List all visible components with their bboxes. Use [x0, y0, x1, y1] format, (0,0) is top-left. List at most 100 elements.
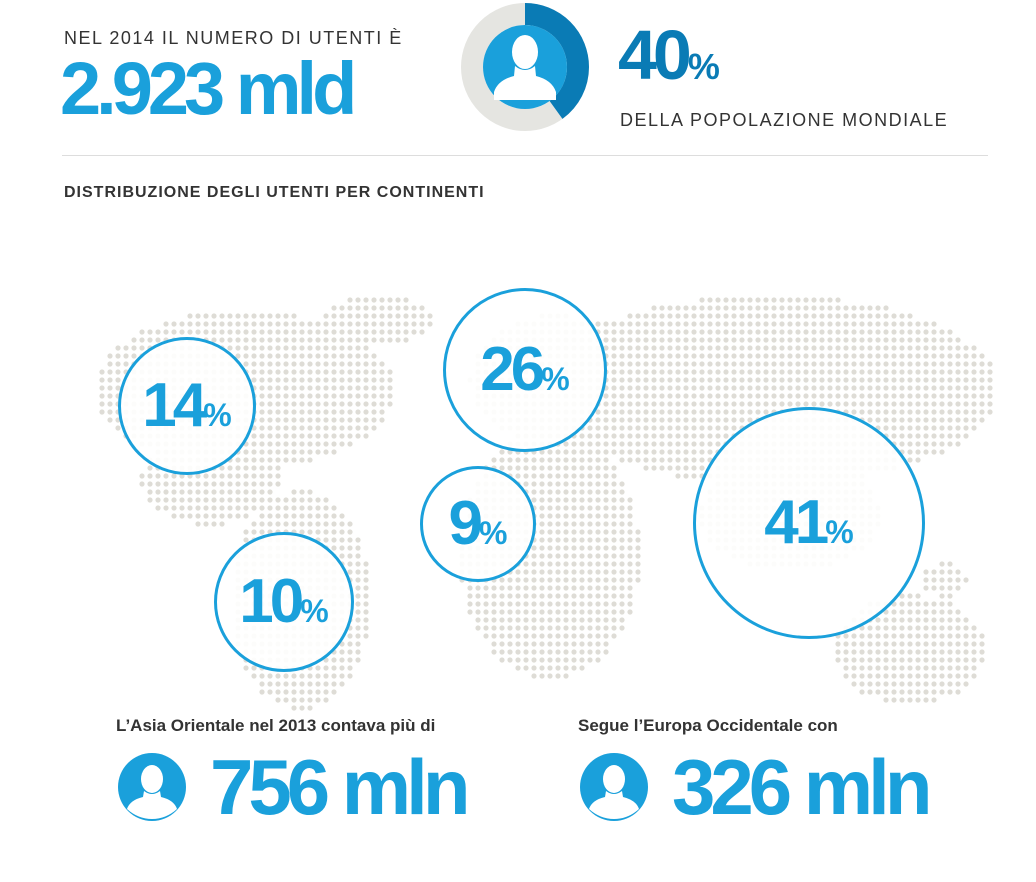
- map-dot: [187, 313, 193, 319]
- map-dot: [891, 673, 897, 679]
- map-dot: [355, 601, 361, 607]
- map-dot: [963, 617, 969, 623]
- map-dot: [275, 409, 281, 415]
- map-dot: [683, 305, 689, 311]
- map-dot: [259, 321, 265, 327]
- map-dot: [587, 641, 593, 647]
- map-dot: [387, 337, 393, 343]
- map-dot: [515, 473, 521, 479]
- map-dot: [731, 425, 737, 431]
- map-dot: [339, 649, 345, 655]
- map-dot: [379, 369, 385, 375]
- map-dot: [603, 617, 609, 623]
- map-dot: [659, 401, 665, 407]
- map-dot: [587, 649, 593, 655]
- map-dot: [179, 329, 185, 335]
- map-dot: [595, 625, 601, 631]
- map-dot: [635, 401, 641, 407]
- map-dot: [467, 585, 473, 591]
- map-dot: [491, 625, 497, 631]
- map-dot: [707, 401, 713, 407]
- map-dot: [419, 313, 425, 319]
- map-dot: [699, 417, 705, 423]
- map-dot: [315, 673, 321, 679]
- map-dot: [611, 609, 617, 615]
- map-dot: [907, 609, 913, 615]
- map-dot: [107, 393, 113, 399]
- map-dot: [875, 345, 881, 351]
- map-dot: [187, 497, 193, 503]
- map-dot: [579, 561, 585, 567]
- map-dot: [619, 561, 625, 567]
- map-dot: [627, 425, 633, 431]
- map-dot: [523, 585, 529, 591]
- map-dot: [563, 561, 569, 567]
- map-dot: [547, 513, 553, 519]
- map-dot: [899, 665, 905, 671]
- map-dot: [843, 393, 849, 399]
- map-dot: [331, 321, 337, 327]
- map-dot: [187, 321, 193, 327]
- map-dot: [739, 361, 745, 367]
- map-dot: [907, 625, 913, 631]
- map-dot: [667, 377, 673, 383]
- map-dot: [219, 473, 225, 479]
- map-dot: [147, 337, 153, 343]
- map-dot: [915, 649, 921, 655]
- map-dot: [363, 609, 369, 615]
- map-dot: [251, 345, 257, 351]
- map-dot: [907, 673, 913, 679]
- map-dot: [339, 321, 345, 327]
- map-dot: [835, 657, 841, 663]
- map-dot: [643, 401, 649, 407]
- map-dot: [635, 377, 641, 383]
- map-dot: [715, 433, 721, 439]
- map-dot: [771, 377, 777, 383]
- map-dot: [531, 665, 537, 671]
- map-dot: [675, 473, 681, 479]
- map-dot: [931, 393, 937, 399]
- map-dot: [691, 441, 697, 447]
- map-dot: [851, 633, 857, 639]
- map-dot: [203, 489, 209, 495]
- map-dot: [795, 297, 801, 303]
- map-dot: [555, 473, 561, 479]
- map-dot: [691, 385, 697, 391]
- divider: [62, 155, 988, 156]
- bubble-north-america: 14%: [118, 337, 256, 475]
- map-dot: [539, 617, 545, 623]
- map-dot: [291, 457, 297, 463]
- map-dot: [619, 521, 625, 527]
- map-dot: [395, 305, 401, 311]
- map-dot: [579, 513, 585, 519]
- map-dot: [867, 689, 873, 695]
- map-dot: [531, 473, 537, 479]
- map-dot: [547, 473, 553, 479]
- map-dot: [635, 457, 641, 463]
- map-dot: [387, 393, 393, 399]
- map-dot: [691, 393, 697, 399]
- map-dot: [355, 305, 361, 311]
- map-dot: [843, 361, 849, 367]
- map-dot: [187, 489, 193, 495]
- map-dot: [323, 689, 329, 695]
- map-dot: [955, 569, 961, 575]
- map-dot: [315, 521, 321, 527]
- map-dot: [619, 537, 625, 543]
- map-dot: [595, 417, 601, 423]
- map-dot: [475, 617, 481, 623]
- map-dot: [603, 457, 609, 463]
- map-dot: [715, 409, 721, 415]
- map-dot: [659, 305, 665, 311]
- map-dot: [715, 441, 721, 447]
- map-dot: [771, 385, 777, 391]
- map-dot: [275, 353, 281, 359]
- map-dot: [595, 521, 601, 527]
- map-dot: [891, 417, 897, 423]
- map-dot: [627, 601, 633, 607]
- map-dot: [355, 409, 361, 415]
- map-dot: [363, 345, 369, 351]
- map-dot: [371, 329, 377, 335]
- map-dot: [691, 305, 697, 311]
- map-dot: [563, 553, 569, 559]
